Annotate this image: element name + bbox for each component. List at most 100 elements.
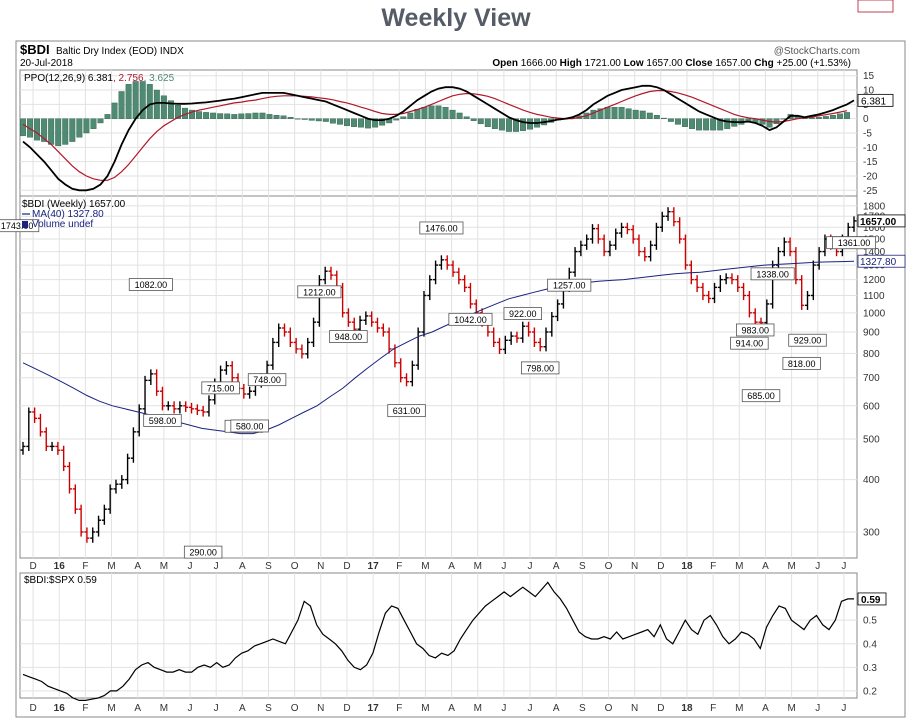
- ppo-histogram-bar: [470, 118, 477, 121]
- ohlc-bar: [142, 375, 148, 414]
- price-x-label: F: [396, 561, 402, 572]
- ppo-histogram: [20, 81, 850, 147]
- ratio-x-label: M: [474, 703, 482, 714]
- ppo-histogram-bar: [477, 118, 484, 125]
- price-annotation: 631.00: [387, 404, 426, 418]
- ohlc-bar: [578, 240, 584, 257]
- ratio-x-label: 16: [54, 703, 66, 714]
- ratio-x-label: 18: [681, 703, 693, 714]
- ppo-histogram-bar: [836, 113, 843, 119]
- ppo-legend-label: PPO(12,26,9): [24, 73, 85, 84]
- ratio-panel-frame: [19, 572, 858, 699]
- ohlc-bar: [497, 337, 503, 354]
- price-legend-ma: MA(40) 1327.80: [32, 209, 104, 220]
- price-y-tick: 700: [863, 373, 880, 384]
- ppo-y-tick: -25: [863, 186, 878, 197]
- ohlc-bar: [595, 224, 601, 244]
- ohlc-bar: [444, 255, 450, 270]
- ppo-histogram-bar: [674, 118, 681, 125]
- ratio-x-label: J: [188, 703, 193, 714]
- price-annotation-text: 1743.00: [1, 221, 34, 231]
- ohlc-bar: [543, 327, 549, 352]
- price-annotation-box: [201, 381, 240, 395]
- ppo-histogram-bar: [428, 105, 435, 119]
- ppo-y-tick: 10: [863, 86, 875, 97]
- price-annotation-text: 818.00: [788, 359, 816, 369]
- ppo-histogram-bar: [717, 118, 724, 131]
- price-annotation: 685.00: [741, 389, 781, 403]
- ohlc-bar: [433, 260, 439, 285]
- price-x-label: O: [605, 561, 613, 572]
- ratio-y-tick: 0.2: [863, 686, 877, 697]
- ohlc-bar: [793, 247, 799, 285]
- ppo-histogram-bar: [238, 113, 245, 119]
- ohlc-bar: [764, 299, 770, 328]
- ppo-histogram-bar: [196, 111, 203, 119]
- ppo-histogram-bar: [139, 81, 146, 119]
- ohlc-bar: [746, 290, 752, 318]
- price-x-label: 18: [681, 561, 693, 572]
- ohlc-bar: [735, 275, 741, 292]
- ohlc-bar: [531, 327, 537, 348]
- ratio-x-label: F: [710, 703, 716, 714]
- ppo-histogram-bar: [463, 116, 470, 119]
- ohlc-bar: [136, 404, 142, 437]
- ppo-last-label-text: 6.381: [861, 96, 886, 107]
- ppo-histogram-bar: [315, 118, 322, 122]
- price-y-tick: 300: [863, 527, 880, 538]
- ohlc-bar: [682, 234, 688, 270]
- price-annotation-text: 1361.00: [838, 238, 871, 248]
- ohlc-bar: [96, 515, 102, 537]
- ratio-x-label: J: [501, 703, 506, 714]
- ratio-x-label: J: [214, 703, 219, 714]
- ohlc-bar: [450, 260, 456, 277]
- price-annotation-text: 598.00: [149, 416, 177, 426]
- ohlc-bar: [653, 222, 659, 250]
- price-annotation: 983.00: [736, 323, 775, 337]
- price-annotation: 1257.00: [547, 278, 592, 292]
- ratio-x-label: A: [553, 703, 560, 714]
- ohlc-bar: [607, 240, 613, 257]
- ohlc-bar: [386, 327, 392, 354]
- price-annotation-text: 580.00: [236, 421, 264, 431]
- price-bars: [20, 207, 857, 543]
- price-annotation-box: [128, 278, 173, 291]
- ohlc-bar: [427, 275, 433, 301]
- price-x-label: D: [29, 561, 36, 572]
- ohlc-bar: [700, 282, 706, 301]
- ohlc-bar: [415, 327, 421, 370]
- ppo-histogram-bar: [773, 118, 780, 125]
- price-annotation: 580.00: [230, 419, 269, 433]
- ppo-histogram-bar: [160, 95, 167, 119]
- price-x-label: J: [815, 561, 820, 572]
- price-annotation-box: [183, 545, 223, 559]
- price-annotation: 818.00: [782, 356, 821, 370]
- price-annotation: 1361.00: [832, 236, 877, 250]
- ppo-histogram-bar: [759, 118, 766, 125]
- ppo-histogram-bar: [48, 118, 55, 145]
- ppo-histogram-bar: [118, 91, 125, 119]
- header-date: 20-Jul-2018: [20, 58, 73, 69]
- price-legend-volume: Volume undef: [32, 219, 93, 230]
- ppo-histogram-bar: [153, 89, 160, 119]
- ohlc-bar: [247, 386, 253, 399]
- ohlc-bar: [706, 290, 712, 304]
- ppo-histogram-bar: [393, 118, 400, 121]
- ppo-histogram-bar: [83, 118, 90, 134]
- ohlc-bar: [630, 225, 636, 244]
- ohlc-bar: [601, 234, 607, 257]
- ratio-x-label: N: [317, 703, 324, 714]
- ratio-line: [22, 581, 854, 701]
- ppo-histogram-bar: [611, 107, 618, 119]
- price-last-label-ma: 1327.80: [857, 254, 906, 268]
- ppo-histogram-bar: [829, 115, 836, 119]
- price-annotation-text: 1476.00: [425, 223, 458, 233]
- price-x-label: J: [214, 561, 219, 572]
- ohlc-bar: [43, 427, 49, 452]
- ohlc-bar: [374, 317, 380, 333]
- ohlc-bar: [502, 335, 508, 354]
- ratio-x-label: J: [815, 703, 820, 714]
- ohlc-bar: [223, 361, 229, 375]
- price-x-label: A: [553, 561, 560, 572]
- ppo-histogram-bar: [667, 118, 674, 122]
